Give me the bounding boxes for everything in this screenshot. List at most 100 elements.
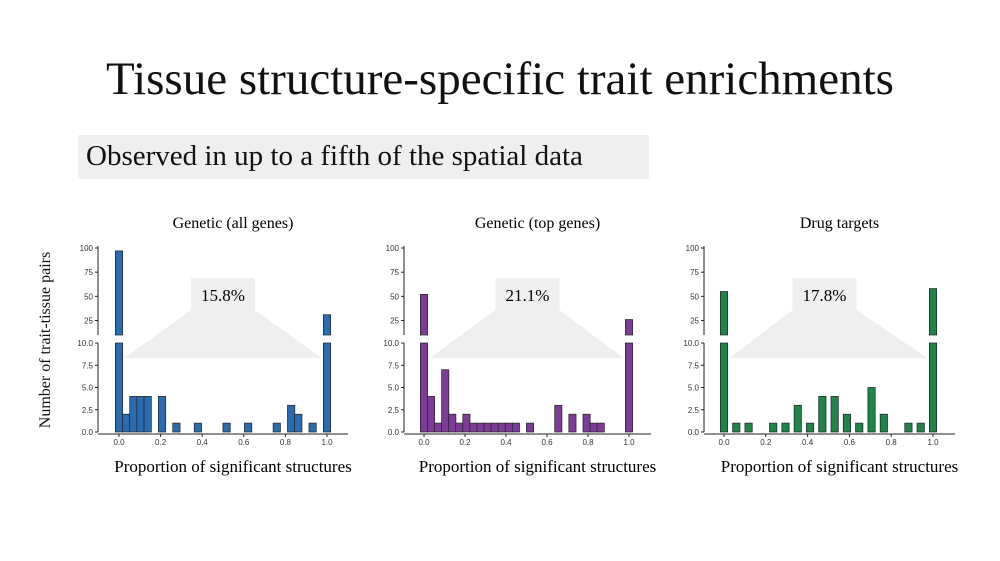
bar-lower (596, 422, 605, 433)
bar-lower (497, 422, 506, 433)
bar-lower (136, 396, 145, 433)
bar-lower (272, 422, 281, 433)
bar-lower (476, 422, 485, 433)
bar-lower (483, 422, 492, 433)
x-tick-label: 0.8 (582, 438, 594, 447)
bar-lower (793, 404, 802, 433)
bar-lower (143, 396, 152, 433)
bar-lower (490, 422, 499, 433)
x-tick-label: 0.4 (197, 438, 209, 447)
callout-percentage: 15.8% (201, 286, 245, 305)
y-tick-label: 75 (390, 268, 399, 277)
bar-lower (744, 422, 753, 433)
callout-box (191, 278, 255, 311)
bar-lower (879, 413, 888, 433)
bar-upper (719, 291, 729, 336)
x-tick-label: 0.0 (718, 438, 730, 447)
x-tick-label: 0.2 (459, 438, 471, 447)
bar-lower (511, 422, 520, 433)
y-tick-label: 10.0 (383, 339, 399, 348)
bar-lower (122, 413, 131, 433)
bar-lower (904, 422, 913, 433)
bar-lower (322, 342, 332, 433)
x-tick-label: 0.2 (760, 438, 772, 447)
y-tick-label: 75 (84, 268, 93, 277)
bar-lower (434, 422, 443, 433)
bar-upper (322, 314, 332, 336)
y-tick-label: 50 (84, 292, 93, 301)
bar-lower (114, 342, 124, 433)
y-tick-label: 0.0 (688, 428, 700, 437)
x-axis-label: Proportion of significant structures (721, 457, 959, 476)
bar-lower (554, 404, 563, 433)
y-tick-label: 10.0 (683, 339, 699, 348)
callout-shape (729, 310, 928, 358)
bar-lower (769, 422, 778, 433)
callout-percentage: 21.1% (506, 286, 550, 305)
bar-lower (129, 396, 138, 433)
y-tick-label: 5.0 (388, 384, 400, 393)
bar-lower (469, 422, 478, 433)
x-axis-label: Proportion of significant structures (114, 457, 352, 476)
bar-lower (916, 422, 925, 433)
x-tick-label: 0.0 (418, 438, 430, 447)
bar-lower (855, 422, 864, 433)
x-tick-label: 0.6 (541, 438, 553, 447)
bar-lower (781, 422, 790, 433)
callout-box (792, 278, 857, 311)
bar-lower (568, 413, 577, 433)
x-tick-label: 0.4 (500, 438, 512, 447)
bar-lower (732, 422, 741, 433)
histogram-panel-2: Genetic (top genes) Proportion of signifi… (383, 215, 656, 476)
bar-lower (830, 396, 839, 433)
x-tick-label: 0.0 (113, 438, 125, 447)
bar-lower (504, 422, 513, 433)
x-tick-label: 0.4 (802, 438, 814, 447)
callout-shape (429, 310, 624, 358)
y-tick-label: 7.5 (388, 361, 400, 370)
y-tick-label: 7.5 (82, 361, 94, 370)
y-tick-label: 2.5 (388, 406, 400, 415)
bar-lower (427, 396, 436, 433)
y-tick-label: 5.0 (688, 384, 700, 393)
y-tick-label: 0.0 (388, 428, 400, 437)
panel-title: Drug targets (800, 215, 879, 232)
y-tick-label: 100 (686, 244, 700, 253)
panel-title: Genetic (all genes) (173, 215, 294, 232)
panel-title: Genetic (top genes) (475, 215, 600, 232)
x-tick-label: 1.0 (927, 438, 939, 447)
bar-lower (222, 422, 231, 433)
bar-lower (462, 413, 471, 433)
histogram-panel-1: Genetic (all genes) Proportion of signifi… (77, 215, 351, 476)
y-tick-label: 100 (80, 244, 94, 253)
bar-lower (441, 369, 450, 433)
bar-lower (448, 413, 457, 433)
y-tick-label: 7.5 (688, 361, 700, 370)
y-tick-label: 10.0 (77, 339, 93, 348)
histogram-panel-3: Drug targets Proportion of significant st… (683, 215, 958, 476)
y-tick-label: 50 (390, 292, 399, 301)
slide-title: Tissue structure-specific trait enrichme… (106, 53, 894, 105)
bar-lower (193, 422, 202, 433)
bar-lower (294, 413, 303, 433)
callout-shape (124, 310, 322, 358)
y-tick-label: 0.0 (82, 428, 94, 437)
bar-lower (719, 342, 729, 433)
slide-subtitle: Observed in up to a fifth of the spatial… (86, 140, 583, 172)
x-tick-label: 1.0 (321, 438, 333, 447)
x-tick-label: 0.6 (238, 438, 250, 447)
bar-lower (172, 422, 181, 433)
y-tick-label: 5.0 (82, 384, 94, 393)
bar-lower (818, 396, 827, 433)
y-tick-label: 25 (690, 317, 699, 326)
bar-lower (308, 422, 317, 433)
bar-upper (114, 250, 124, 336)
subtitle-box: Observed in up to a fifth of the spatial… (78, 135, 649, 179)
y-tick-label: 2.5 (688, 406, 700, 415)
bar-lower (158, 396, 167, 433)
y-tick-label: 50 (690, 292, 699, 301)
bar-lower (420, 342, 428, 433)
bar-lower (287, 404, 296, 433)
y-tick-label: 2.5 (82, 406, 94, 415)
bar-lower (582, 413, 591, 433)
